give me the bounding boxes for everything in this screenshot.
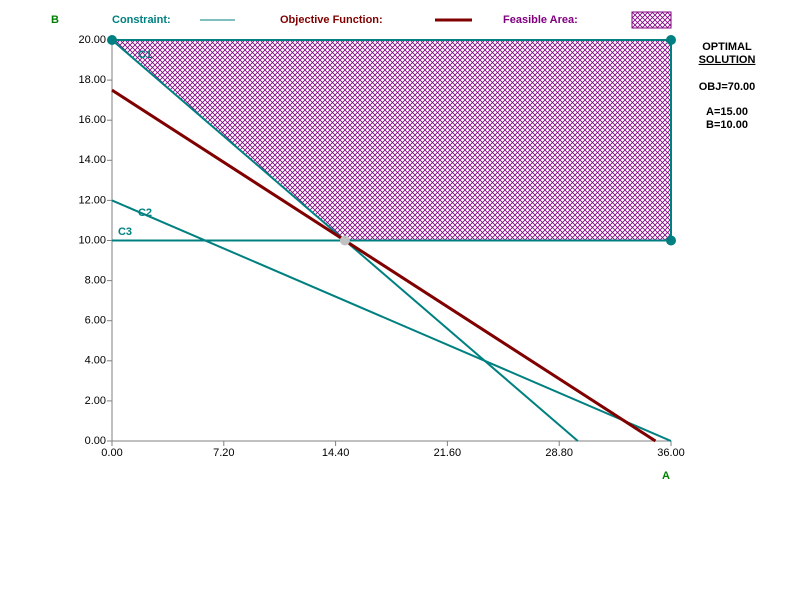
y-tick-label: 0.00 [85,435,106,447]
x-tick-label: 28.80 [545,447,573,459]
solution-objective: OBJ=70.00 [699,81,756,93]
solution-a: A=15.00 [706,106,748,118]
legend-objective: Objective Function: [280,14,383,26]
solution-title: OPTIMAL [702,41,752,53]
objective-line [111,88,657,443]
optimum [339,235,350,246]
y-tick-label: 20.00 [78,34,106,46]
legend-constraint: Constraint: [112,14,171,26]
legend-feasible-swatch [631,11,672,29]
y-tick-label: 4.00 [85,355,106,367]
y-axis-label: B [51,14,59,26]
x-tick-label: 7.20 [213,447,234,459]
y-tick-label: 16.00 [78,114,106,126]
vertex [666,35,676,45]
y-tick-label: 2.00 [85,395,106,407]
x-tick-label: 21.60 [434,447,462,459]
vertex [107,35,117,45]
feasible-area [112,40,671,241]
constraint-label: C3 [118,226,132,238]
y-tick-label: 10.00 [78,234,106,246]
y-tick-label: 14.00 [78,154,106,166]
y-tick-label: 8.00 [85,275,106,287]
y-tick-label: 18.00 [78,74,106,86]
solution-subtitle: SOLUTION [699,54,756,66]
x-axis-label: A [662,470,670,482]
y-tick-label: 6.00 [85,315,106,327]
x-tick-label: 36.00 [657,447,685,459]
solution-b: B=10.00 [706,119,748,131]
constraint-label: C2 [138,207,152,219]
constraint-label: C1 [138,49,152,61]
x-tick-label: 14.40 [322,447,350,459]
x-tick-label: 0.00 [101,447,122,459]
vertex [666,235,676,246]
legend-feasible: Feasible Area: [503,14,578,26]
y-tick-label: 12.00 [78,194,106,206]
